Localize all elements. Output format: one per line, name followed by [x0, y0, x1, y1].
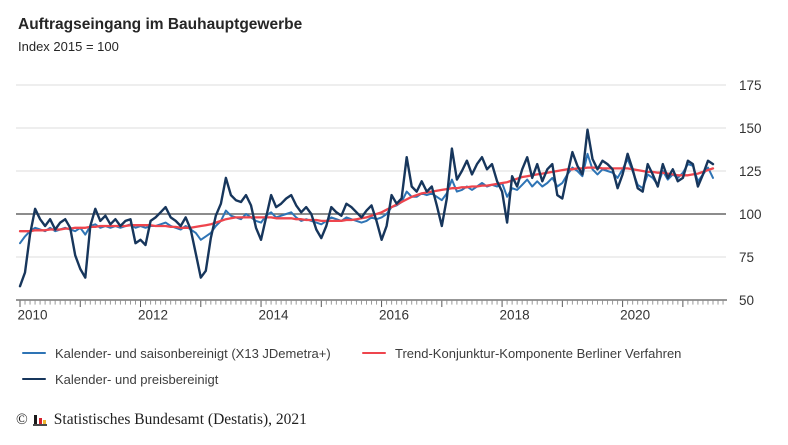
- svg-text:2012: 2012: [138, 308, 168, 323]
- legend-label: Kalender- und preisbereinigt: [55, 371, 219, 387]
- svg-text:2016: 2016: [379, 308, 409, 323]
- copyright-symbol: ©: [16, 411, 28, 428]
- legend-swatch-red: [362, 351, 386, 355]
- legend-swatch-navy: [22, 377, 46, 381]
- orders-line-chart: 2010 2012 2014 2016 2018 2020 50 75 100 125 150 175: [16, 78, 762, 323]
- legend-item-preisbereinigt: Kalender- und preisbereinigt: [22, 371, 218, 387]
- svg-text:50: 50: [739, 293, 754, 308]
- source-text: Statistisches Bundesamt (Destatis), 2021: [53, 411, 307, 428]
- chart-subtitle: Index 2015 = 100: [18, 39, 119, 54]
- svg-text:2010: 2010: [17, 308, 47, 323]
- svg-text:100: 100: [739, 207, 762, 222]
- legend-swatch-blue: [22, 351, 46, 355]
- svg-text:75: 75: [739, 250, 754, 265]
- legend-item-trend: Trend-Konjunktur-Komponente Berliner Ver…: [362, 345, 681, 361]
- legend-label: Kalender- und saisonbereinigt (X13 JDeme…: [55, 345, 331, 361]
- legend-item-saisonbereinigt: Kalender- und saisonbereinigt (X13 JDeme…: [22, 345, 331, 361]
- svg-text:2018: 2018: [500, 308, 530, 323]
- source-line: © Statistisches Bundesamt (Destatis), 20…: [16, 411, 307, 429]
- chart-title: Auftragseingang im Bauhauptgewerbe: [18, 16, 303, 33]
- svg-text:150: 150: [739, 121, 762, 136]
- svg-text:175: 175: [739, 78, 762, 93]
- destatis-bars-icon: [32, 414, 48, 426]
- svg-text:2020: 2020: [620, 308, 650, 323]
- svg-text:2014: 2014: [259, 308, 290, 323]
- svg-text:125: 125: [739, 164, 762, 179]
- legend-label: Trend-Konjunktur-Komponente Berliner Ver…: [395, 345, 682, 361]
